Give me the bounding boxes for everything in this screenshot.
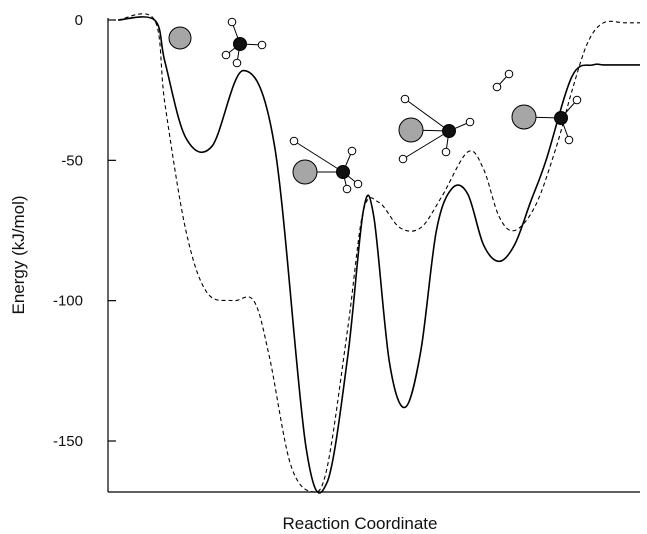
y-tick-label: 0	[75, 12, 83, 29]
dashed-energy-curve	[117, 13, 640, 493]
series-layer	[117, 13, 640, 494]
carbon-atom	[442, 124, 456, 138]
carbon-atom	[554, 111, 568, 125]
hydrogen-atom	[564, 135, 574, 145]
y-tick-label: -50	[61, 152, 83, 169]
bond-line	[402, 130, 450, 160]
x-axis-title: Reaction Coordinate	[283, 514, 438, 533]
hydrogen-atom	[492, 82, 502, 92]
hydrogen-atom	[289, 136, 299, 146]
h2-molecule	[492, 69, 514, 92]
hydrogen-atom	[347, 146, 357, 156]
bond-line	[404, 98, 450, 132]
hydrogen-atom	[353, 179, 363, 189]
molecule-3	[398, 94, 475, 164]
carbon-atom	[336, 165, 350, 179]
molecule-1	[168, 17, 267, 68]
molecule-annotations	[168, 17, 582, 194]
y-ticks: 0 -50 -100 -150	[53, 12, 116, 450]
y-tick-label: -150	[53, 433, 83, 450]
axes	[107, 18, 640, 493]
molecule-4	[511, 95, 582, 145]
hydrogen-atom	[221, 50, 231, 60]
hydrogen-atom	[441, 147, 451, 157]
large-atom	[511, 104, 537, 130]
molecule-2	[289, 136, 363, 194]
carbon-atom	[233, 37, 247, 51]
hydrogen-atom	[227, 17, 237, 27]
bond-line	[293, 140, 344, 173]
hydrogen-atom	[465, 117, 475, 127]
y-tick-label: -100	[53, 293, 83, 310]
y-axis-title: Energy (kJ/mol)	[9, 195, 28, 314]
large-atom	[398, 117, 424, 143]
hydrogen-atom	[257, 40, 267, 50]
hydrogen-atom	[400, 94, 410, 104]
solid-energy-curve	[117, 16, 640, 494]
large-atom	[292, 159, 318, 185]
hydrogen-atom	[398, 154, 408, 164]
large-atom	[168, 26, 192, 50]
hydrogen-atom	[342, 184, 352, 194]
hydrogen-atom	[572, 95, 582, 105]
hydrogen-atom	[232, 58, 242, 68]
hydrogen-atom	[504, 69, 514, 79]
